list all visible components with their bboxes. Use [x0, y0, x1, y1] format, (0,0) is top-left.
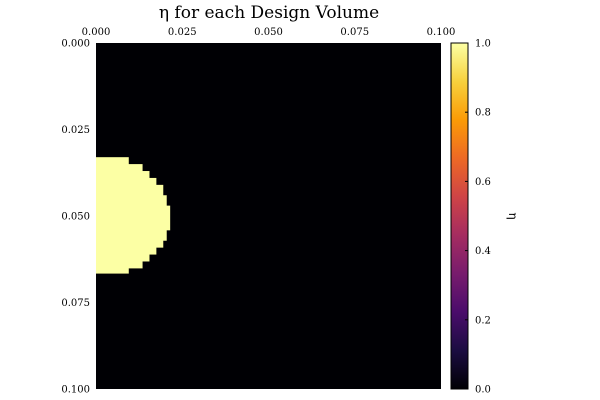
colorbar-tick-label: 1.0 — [475, 39, 491, 50]
y-tick-label: 0.100 — [61, 385, 90, 396]
plot-area — [96, 43, 441, 389]
heatmap-region-row — [96, 157, 129, 165]
x-axis-ticks: 0.000 0.025 0.050 0.075 0.100 — [82, 27, 456, 38]
colorbar-tick-label: 0.2 — [475, 315, 491, 326]
heatmap-region-row — [96, 229, 167, 241]
heatmap-region-row — [96, 267, 129, 274]
x-tick-label: 0.025 — [168, 27, 197, 38]
heatmap-region-row — [96, 177, 157, 186]
heatmap-region-row — [96, 171, 150, 179]
colorbar-tick-label: 0.8 — [475, 108, 491, 119]
heatmap-region-row — [96, 247, 157, 255]
colorbar-label: η — [506, 212, 520, 219]
y-tick-label: 0.050 — [61, 212, 90, 223]
y-tick-label: 0.025 — [61, 125, 90, 136]
x-tick-label: 0.000 — [82, 27, 111, 38]
colorbar-tick-label: 0.4 — [475, 246, 491, 257]
heatmap-region-row — [96, 254, 150, 262]
x-tick-label: 0.075 — [340, 27, 369, 38]
y-tick-label: 0.000 — [61, 39, 90, 50]
colorbar — [450, 42, 469, 390]
heatmap-region-row — [96, 184, 164, 196]
x-tick-label: 0.100 — [427, 27, 456, 38]
heatmap-region-row — [96, 240, 164, 248]
heatmap-region-row — [96, 195, 167, 207]
heatmap-region-row — [96, 205, 171, 231]
colorbar-ticks: 0.0 0.2 0.4 0.6 0.8 1.0 — [465, 39, 491, 396]
colorbar-bar — [450, 42, 469, 390]
heatmap-region-row — [96, 260, 143, 269]
colorbar-tick-label: 0.6 — [475, 177, 491, 188]
x-tick-label: 0.050 — [254, 27, 283, 38]
chart-title: η for each Design Volume — [159, 3, 379, 23]
y-axis-ticks: 0.000 0.025 0.050 0.075 0.100 — [61, 39, 90, 396]
heatmap-region-row — [96, 164, 143, 172]
colorbar-tick-label: 0.0 — [475, 385, 491, 396]
y-tick-label: 0.075 — [61, 298, 90, 309]
